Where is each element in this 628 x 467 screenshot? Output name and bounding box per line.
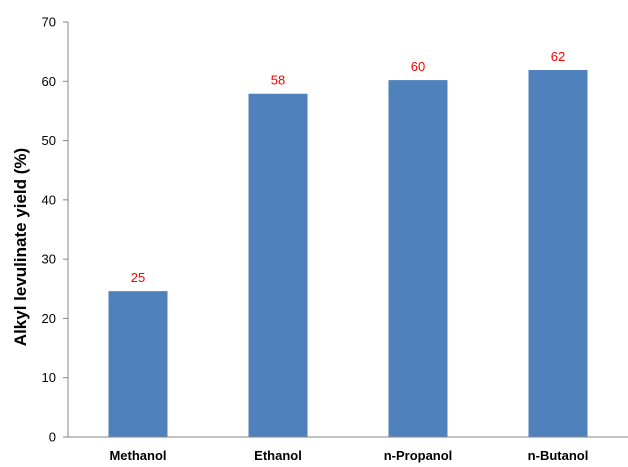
data-label: 25 <box>131 270 145 285</box>
y-tick-label: 40 <box>42 192 56 207</box>
y-tick-label: 20 <box>42 311 56 326</box>
data-label: 62 <box>551 49 565 64</box>
bar-n-propanol <box>388 80 448 437</box>
y-tick-label: 30 <box>42 252 56 267</box>
category-label: n-Butanol <box>528 448 589 463</box>
category-label: n-Propanol <box>384 448 453 463</box>
data-labels: 25 58 60 62 <box>131 49 565 285</box>
category-label: Methanol <box>109 448 166 463</box>
bars <box>108 70 588 438</box>
data-label: 58 <box>271 73 285 88</box>
y-tick-label: 50 <box>42 133 56 148</box>
bar-n-butanol <box>528 70 588 438</box>
bar-methanol <box>108 291 168 437</box>
y-axis-ticks: 0 10 20 30 40 50 60 70 <box>42 15 68 445</box>
category-label: Ethanol <box>254 448 302 463</box>
y-tick-label: 10 <box>42 370 56 385</box>
y-axis-title-group: Alkyl levulinate yield (%) <box>11 148 30 346</box>
y-axis-title: Alkyl levulinate yield (%) <box>11 148 30 346</box>
bar-ethanol <box>248 93 308 437</box>
category-labels: Methanol Ethanol n-Propanol n-Butanol <box>109 448 588 463</box>
y-tick-label: 60 <box>42 74 56 89</box>
y-tick-label: 70 <box>42 15 56 30</box>
data-label: 60 <box>411 59 425 74</box>
y-tick-label: 0 <box>49 430 56 445</box>
